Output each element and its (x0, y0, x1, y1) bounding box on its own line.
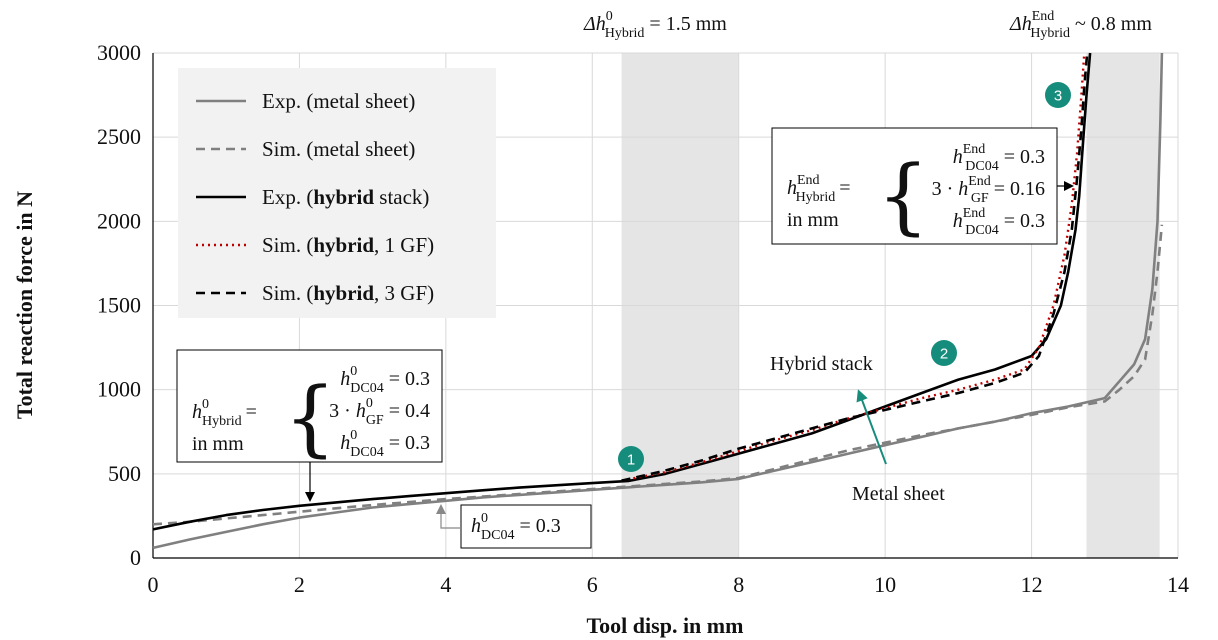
y-tick-label: 1500 (97, 293, 141, 318)
x-tick-label: 0 (148, 572, 159, 597)
y-tick-label: 0 (130, 545, 141, 570)
metal-sheet-label: Metal sheet (852, 483, 945, 505)
legend-label-3: Exp. (hybrid stack) (262, 185, 429, 209)
stack-layer-row-2: 3 · h0 GF = 0.4 (329, 396, 430, 428)
badge-3: 3 (1045, 82, 1071, 108)
series-line-2 (152, 224, 1164, 526)
end-box-brace: { (877, 149, 929, 244)
x-tick-labels: 0 2 4 6 8 10 12 14 (148, 572, 1190, 597)
svg-text:1: 1 (627, 452, 635, 469)
initial-thickness-box: h0 Hybrid = in mm { h0 DC04 = 0.33 · h0 GF =… (176, 349, 443, 466)
x-tick-label: 2 (294, 572, 305, 597)
stack-layer-row-1: h0 DC04 = 0.3 (340, 364, 430, 396)
series-line-5 (621, 52, 1089, 482)
stack-layer-row-1: hEnd DC04 = 0.3 (953, 142, 1045, 174)
y-tick-label: 2000 (97, 208, 141, 233)
svg-text:3: 3 (1054, 88, 1062, 105)
legend-label-5: Sim. (hybrid, 3 GF) (262, 281, 434, 305)
x-tick-label: 14 (1167, 572, 1189, 597)
layer-direction-arrow (856, 389, 887, 465)
legend-label-4: Sim. (hybrid, 1 GF) (262, 233, 434, 257)
initial-box-rows: h0 DC04 = 0.33 · h0 GF = 0.4h0 DC04 = 0.3 (329, 364, 430, 460)
dc04-thickness-box: h0 DC04 = 0.3 (460, 504, 592, 549)
stack-layer-row-3: h0 DC04 = 0.3 (340, 428, 430, 460)
x-tick-label: 8 (733, 572, 744, 597)
initial-box-brace: { (284, 371, 336, 466)
y-tick-label: 3000 (97, 40, 141, 65)
end-thickness-box: hEnd Hybrid = in mm { hEnd DC04 = 0.33 · hE… (771, 127, 1058, 245)
legend-label-2: Sim. (metal sheet) (262, 137, 415, 161)
y-tick-labels: 0 500 1000 1500 2000 2500 3000 (97, 40, 141, 570)
badge-1: 1 (618, 446, 644, 472)
y-tick-label: 1000 (97, 377, 141, 402)
hybrid-stack-label: Hybrid stack (770, 353, 873, 375)
dc04-box-text: h0 DC04 = 0.3 (471, 511, 561, 543)
y-tick-label: 500 (108, 461, 141, 486)
stack-layer-row-2: 3 · hEnd GF = 0.16 (932, 174, 1045, 206)
delta-h-end-label: ΔhEnd Hybrid ~ 0.8 mm (1009, 9, 1152, 41)
x-axis-title: Tool disp. in mm (587, 613, 744, 638)
y-tick-label: 2500 (97, 124, 141, 149)
x-tick-label: 10 (874, 572, 896, 597)
data-series (152, 52, 1164, 550)
end-box-lhs: hEnd Hybrid = (787, 173, 851, 205)
x-tick-label: 4 (440, 572, 451, 597)
dc04-box-arrow (436, 504, 461, 529)
initial-box-lhs: h0 Hybrid = (192, 397, 257, 429)
legend-background (178, 68, 496, 318)
delta-h-initial-label: Δh0 Hybrid = 1.5 mm (583, 9, 727, 41)
y-axis-title: Total reaction force in N (12, 191, 37, 419)
end-box-unit: in mm (787, 209, 839, 231)
stack-layer-row-3: hEnd DC04 = 0.3 (953, 206, 1045, 238)
svg-text:2: 2 (940, 346, 948, 363)
x-tick-label: 12 (1021, 572, 1043, 597)
series-line-4 (621, 52, 1086, 482)
series-line-3 (152, 52, 1092, 531)
initial-box-unit: in mm (192, 433, 244, 455)
x-tick-label: 6 (587, 572, 598, 597)
legend-label-1: Exp. (metal sheet) (262, 89, 415, 113)
legend: Exp. (metal sheet) Sim. (metal sheet) Exp.… (178, 68, 496, 318)
badge-2: 2 (931, 340, 957, 366)
